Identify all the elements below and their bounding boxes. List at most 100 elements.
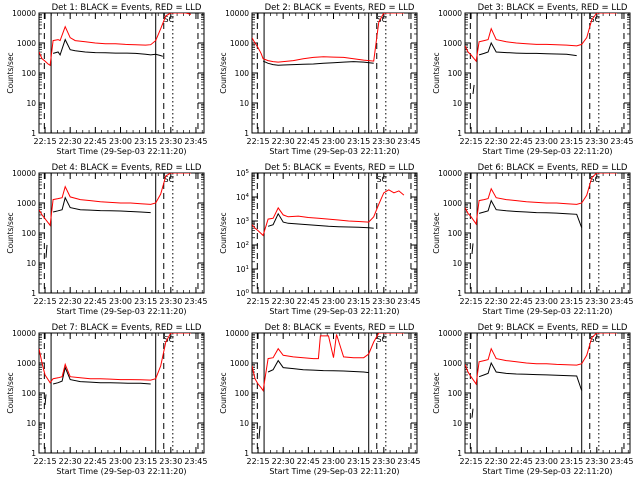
x-tick-label: 23:45 (397, 297, 420, 306)
sc-event-label: SC (163, 335, 174, 344)
x-tick-label: 23:00 (535, 137, 558, 146)
x-tick-label: 23:30 (585, 297, 608, 306)
y-axis-label: Counts/sec (219, 52, 228, 93)
x-tick-label: 23:45 (610, 457, 633, 466)
x-tick-label: 23:00 (322, 457, 345, 466)
x-tick-label: 23:15 (134, 297, 157, 306)
lld-series-line (252, 189, 405, 237)
events-series-line (267, 212, 374, 229)
lld-series-line (39, 333, 191, 384)
sc-event-label: SC (376, 15, 387, 24)
x-tick-label: 22:15 (247, 457, 270, 466)
x-tick-label: 22:45 (510, 137, 533, 146)
y-tick-label: 104 (236, 193, 250, 202)
y-tick-label: 1 (31, 129, 36, 138)
y-tick-label: 1000 (17, 199, 36, 208)
x-tick-label: 23:30 (372, 137, 395, 146)
panel-title: Det 1: BLACK = Events, RED = LLD (52, 3, 202, 13)
x-tick-label: 22:30 (59, 137, 82, 146)
x-tick-label: 22:15 (460, 297, 483, 306)
events-series-line (478, 199, 583, 228)
events-series-line (258, 425, 261, 439)
x-tick-label: 23:15 (347, 137, 370, 146)
y-tick-label: 1000 (17, 39, 36, 48)
panel-title: Det 3: BLACK = Events, RED = LLD (478, 3, 628, 13)
x-tick-label: 23:15 (560, 457, 583, 466)
y-tick-label: 1000 (230, 359, 249, 368)
x-tick-label: 22:30 (485, 457, 508, 466)
x-axis-label: Start Time (29-Sep-03 22:11:20) (482, 307, 612, 316)
x-tick-label: 23:30 (585, 457, 608, 466)
x-tick-label: 23:30 (372, 457, 395, 466)
sc-event-label: SC (376, 335, 387, 344)
y-axis-label: Counts/sec (432, 212, 441, 253)
y-tick-label: 10 (452, 99, 462, 108)
x-tick-label: 22:45 (297, 137, 320, 146)
x-axis-label: Start Time (29-Sep-03 22:11:20) (269, 467, 399, 476)
y-tick-label: 103 (236, 217, 250, 226)
x-tick-label: 23:45 (184, 297, 207, 306)
panel-title: Det 9: BLACK = Events, RED = LLD (478, 323, 628, 333)
sc-event-label: SC (376, 175, 387, 184)
events-series-line (52, 38, 163, 57)
panel-title: Det 2: BLACK = Events, RED = LLD (265, 3, 415, 13)
y-tick-label: 1000 (443, 199, 462, 208)
events-series-line (52, 196, 151, 214)
x-tick-label: 22:45 (510, 457, 533, 466)
x-axis-label: Start Time (29-Sep-03 22:11:20) (482, 147, 612, 156)
y-tick-label: 10000 (438, 169, 462, 178)
panel-title: Det 4: BLACK = Events, RED = LLD (52, 163, 202, 173)
x-tick-label: 22:30 (272, 297, 295, 306)
y-tick-label: 100 (235, 389, 250, 398)
y-axis-label: Counts/sec (6, 212, 15, 253)
x-tick-label: 22:45 (84, 137, 107, 146)
x-tick-label: 22:15 (34, 137, 57, 146)
y-tick-label: 1 (457, 449, 462, 458)
lld-series-line (39, 13, 192, 67)
x-tick-label: 22:30 (59, 297, 82, 306)
y-tick-label: 100 (236, 289, 250, 298)
x-axis-label: Start Time (29-Sep-03 22:11:20) (269, 147, 399, 156)
y-tick-label: 100 (448, 229, 463, 238)
events-series-line (471, 243, 474, 255)
x-tick-label: 23:30 (372, 297, 395, 306)
y-tick-label: 10 (239, 419, 249, 428)
y-tick-label: 1 (31, 289, 36, 298)
lld-series-line (252, 333, 404, 392)
detector-panel-1: Det 1: BLACK = Events, RED = LLD 1 10 100 10… (6, 3, 207, 156)
y-axis-label: Counts/sec (6, 372, 15, 413)
x-tick-label: 23:00 (535, 457, 558, 466)
y-tick-label: 10000 (225, 329, 249, 338)
x-tick-label: 23:00 (322, 137, 345, 146)
x-tick-label: 23:45 (610, 137, 633, 146)
events-series-line (472, 84, 475, 95)
x-axis-label: Start Time (29-Sep-03 22:11:20) (56, 147, 186, 156)
detector-panel-3: Det 3: BLACK = Events, RED = LLD 1 10 100 10… (432, 3, 633, 156)
y-tick-label: 10000 (438, 9, 462, 18)
x-tick-label: 23:00 (109, 137, 132, 146)
x-tick-label: 22:15 (460, 457, 483, 466)
x-tick-label: 23:45 (610, 297, 633, 306)
detector-panel-2: Det 2: BLACK = Events, RED = LLD 1 10 100 10… (219, 3, 420, 156)
y-tick-label: 10000 (12, 169, 36, 178)
x-tick-label: 22:30 (272, 137, 295, 146)
x-tick-label: 22:30 (485, 137, 508, 146)
sc-event-label: SC (589, 175, 600, 184)
x-tick-label: 22:15 (247, 297, 270, 306)
x-tick-label: 22:15 (460, 137, 483, 146)
events-series-line (478, 41, 577, 57)
y-tick-label: 1 (244, 129, 249, 138)
y-tick-label: 105 (236, 169, 250, 178)
panel-title: Det 6: BLACK = Events, RED = LLD (478, 163, 628, 173)
y-axis-label: Counts/sec (219, 212, 228, 253)
x-tick-label: 23:30 (159, 137, 182, 146)
detector-panel-4: Det 4: BLACK = Events, RED = LLD 1 10 100 10… (6, 163, 207, 316)
x-tick-label: 23:45 (184, 457, 207, 466)
y-tick-label: 100 (22, 69, 37, 78)
x-tick-label: 22:45 (297, 457, 320, 466)
x-tick-label: 22:15 (34, 457, 57, 466)
y-tick-label: 102 (236, 241, 249, 250)
x-tick-label: 23:15 (347, 457, 370, 466)
